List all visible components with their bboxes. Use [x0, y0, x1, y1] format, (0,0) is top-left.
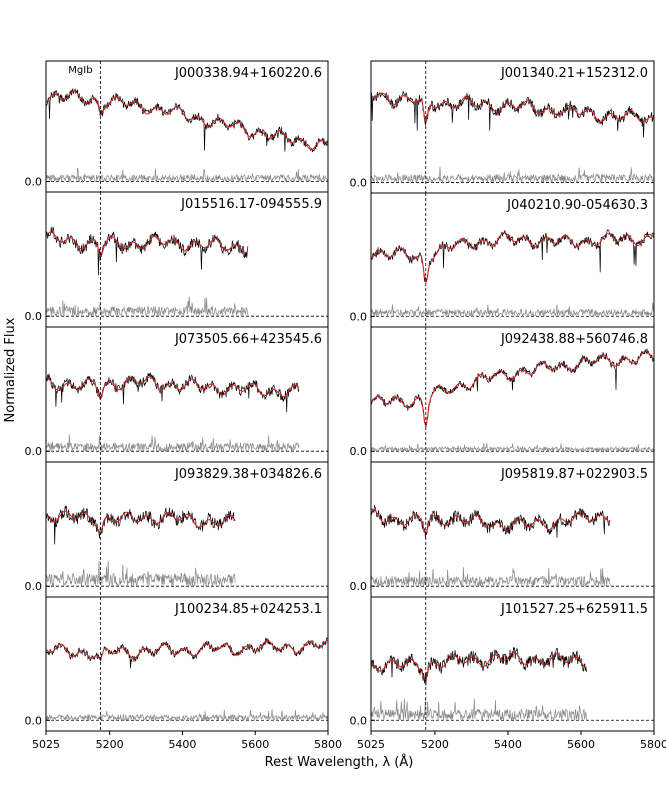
x-tick-label: 5200: [96, 738, 124, 751]
model-spectrum: [370, 508, 611, 534]
zero-tick-label: 0.0: [350, 580, 368, 593]
x-tick-label: 5025: [357, 738, 385, 751]
zero-tick-label: 0.0: [350, 714, 368, 727]
panel-title: J095819.87+022903.5: [500, 467, 648, 482]
x-tick-label: 5800: [314, 738, 342, 751]
panel-frame: [370, 326, 655, 463]
spectrum-panel: J101527.25+625911.5 0.0 5025 5200 5400 5600 58…: [350, 596, 666, 751]
panel-frame: [370, 192, 655, 328]
zero-tick-label: 0.0: [25, 580, 43, 593]
residual-series: [45, 709, 328, 722]
spectrum-panel: J000338.94+160220.6 0.0 MgIb: [25, 60, 329, 193]
zero-tick-label: 0.0: [25, 714, 43, 727]
panel-frame: [45, 191, 329, 328]
spectrum-panel: J001340.21+152312.0 0.0: [350, 60, 655, 194]
residual-series: [370, 442, 655, 453]
x-tick-label: 5200: [421, 738, 449, 751]
panel-title: J015516.17-094555.9: [180, 197, 322, 212]
residual-series: [370, 166, 655, 184]
panel-title: J001340.21+152312.0: [500, 66, 648, 81]
residual-series: [45, 296, 249, 317]
model-spectrum: [370, 92, 655, 123]
residual-series: [370, 567, 611, 587]
x-tick-label: 5800: [640, 738, 666, 751]
panel-title: J093829.38+034826.6: [174, 467, 322, 482]
model-spectrum: [45, 231, 249, 257]
x-tick-label: 5600: [241, 738, 269, 751]
panels-group: J000338.94+160220.6 0.0 MgIb J015516.17-094…: [25, 60, 666, 751]
zero-tick-label: 0.0: [350, 176, 368, 189]
panel-title: J040210.90-054630.3: [506, 198, 648, 213]
zero-tick-label: 0.0: [25, 176, 43, 189]
spectrum-panel: J073505.66+423545.6 0.0: [25, 326, 329, 463]
panel-frame: [45, 461, 329, 598]
residual-series: [370, 302, 655, 318]
panel-title: J000338.94+160220.6: [174, 66, 322, 81]
model-spectrum: [45, 639, 329, 660]
spectrum-panel: J015516.17-094555.9 0.0: [25, 191, 329, 328]
spectrum-panel: J100234.85+024253.1 0.0 5025 5200 5400 5600 58…: [25, 596, 342, 751]
y-axis-label: Normalized Flux: [3, 317, 18, 422]
model-spectrum: [45, 376, 300, 400]
observed-spectrum: [45, 372, 300, 413]
panel-frame: [370, 596, 655, 732]
observed-spectrum: [370, 646, 587, 686]
observed-spectrum: [45, 505, 236, 545]
observed-spectrum: [45, 87, 329, 152]
x-tick-label: 5400: [494, 738, 522, 751]
zero-tick-label: 0.0: [25, 445, 43, 458]
x-axis-label: Rest Wavelength, λ (Å): [265, 754, 414, 770]
observed-spectrum: [370, 505, 611, 539]
zero-tick-label: 0.0: [25, 310, 43, 323]
x-tick-label: 5025: [32, 738, 60, 751]
zero-tick-label: 0.0: [350, 310, 368, 323]
observed-spectrum: [370, 229, 655, 282]
model-spectrum: [45, 90, 329, 151]
spectrum-panel: J040210.90-054630.3 0.0: [350, 192, 655, 328]
residual-series: [45, 560, 236, 588]
mgib-label: MgIb: [68, 65, 92, 76]
panel-title: J101527.25+625911.5: [500, 602, 648, 617]
spectrum-panel: J092438.88+560746.8 0.0: [350, 326, 655, 463]
model-spectrum: [370, 232, 655, 284]
observed-spectrum: [45, 226, 249, 276]
panel-title: J100234.85+024253.1: [174, 602, 322, 617]
x-tick-label: 5600: [567, 738, 595, 751]
x-tick-label: 5400: [168, 738, 196, 751]
residual-series: [45, 434, 300, 453]
panel-frame: [45, 596, 329, 732]
observed-spectrum: [370, 90, 655, 138]
spectrum-panel: J093829.38+034826.6 0.0: [25, 461, 329, 598]
panel-title: J092438.88+560746.8: [500, 332, 648, 347]
panel-title: J073505.66+423545.6: [174, 332, 322, 347]
spectrum-panel: J095819.87+022903.5 0.0: [350, 461, 655, 598]
zero-tick-label: 0.0: [350, 445, 368, 458]
residual-series: [370, 698, 587, 722]
model-spectrum: [45, 510, 236, 535]
observed-spectrum: [45, 637, 329, 669]
observed-spectrum: [370, 348, 655, 428]
residual-series: [45, 167, 329, 183]
model-spectrum: [370, 350, 655, 427]
model-spectrum: [370, 651, 587, 681]
